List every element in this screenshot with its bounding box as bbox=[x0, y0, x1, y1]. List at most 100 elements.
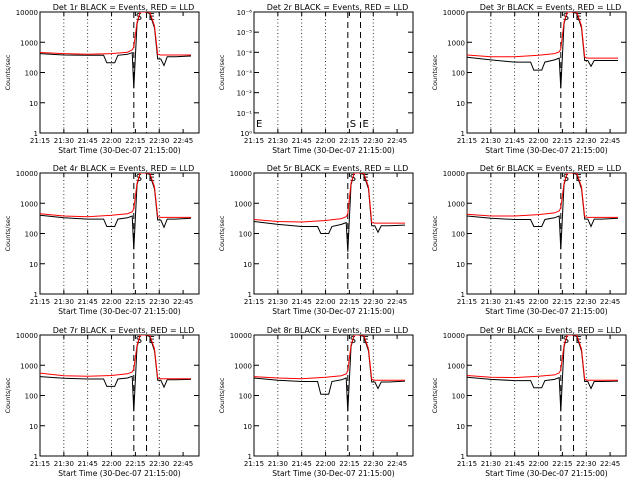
x-axis-label: Start Time (30-Dec-07 21:15:00) bbox=[485, 469, 607, 478]
y-axis-label: Counts/sec bbox=[218, 54, 226, 90]
y-tick-label: 10 bbox=[456, 100, 465, 108]
x-tick-label: 22:30 bbox=[149, 460, 169, 468]
panel-det-6r: Det 6r BLACK = Events, RED = LLD Counts/s… bbox=[431, 164, 627, 316]
series-line-events bbox=[40, 335, 192, 412]
y-tick-label: 10⁻⁴ bbox=[237, 49, 253, 57]
panel-title: Det 4r BLACK = Events, RED = LLD bbox=[53, 164, 195, 173]
y-tick-label: 10000 bbox=[230, 332, 252, 340]
series-line-events bbox=[467, 335, 619, 412]
x-tick-label: 22:15 bbox=[125, 460, 145, 468]
panel-det-5r: Det 5r BLACK = Events, RED = LLD Counts/s… bbox=[218, 164, 414, 316]
x-tick-label: 22:45 bbox=[387, 460, 407, 468]
x-axis-label: Start Time (30-Dec-07 21:15:00) bbox=[272, 307, 394, 316]
y-tick-label: 10000 bbox=[443, 170, 465, 178]
y-tick-label: 10⁰ bbox=[240, 130, 252, 138]
x-tick-label: 22:15 bbox=[125, 298, 145, 306]
x-tick-label: 21:30 bbox=[481, 137, 501, 145]
x-tick-label: 22:45 bbox=[387, 137, 407, 145]
x-tick-label: 22:00 bbox=[101, 460, 121, 468]
y-tick-label: 10⁻⁵ bbox=[237, 29, 253, 37]
panel-det-1r: Det 1r BLACK = Events, RED = LLD Counts/s… bbox=[4, 3, 200, 155]
y-tick-label: 100 bbox=[452, 231, 465, 239]
x-tick-label: 21:30 bbox=[54, 460, 74, 468]
y-tick-label: 10000 bbox=[16, 9, 38, 17]
panel-title: Det 6r BLACK = Events, RED = LLD bbox=[480, 164, 622, 173]
x-tick-label: 21:30 bbox=[481, 298, 501, 306]
y-tick-label: 1 bbox=[461, 291, 465, 299]
y-tick-label: 1000 bbox=[234, 362, 252, 370]
y-tick-label: 10000 bbox=[16, 170, 38, 178]
panel-title: Det 1r BLACK = Events, RED = LLD bbox=[53, 3, 195, 12]
y-tick-label: 100 bbox=[25, 70, 38, 78]
x-axis-label: Start Time (30-Dec-07 21:15:00) bbox=[272, 469, 394, 478]
y-tick-label: 10 bbox=[29, 100, 38, 108]
x-tick-label: 21:15 bbox=[30, 137, 50, 145]
x-tick-label: 22:00 bbox=[528, 298, 548, 306]
series-line-lld bbox=[467, 12, 618, 59]
x-tick-label: 21:30 bbox=[54, 137, 74, 145]
x-tick-label: 22:30 bbox=[576, 298, 596, 306]
series-line-events bbox=[40, 173, 192, 250]
x-tick-label: 22:15 bbox=[339, 137, 359, 145]
x-tick-label: 22:00 bbox=[528, 460, 548, 468]
x-axis-label: Start Time (30-Dec-07 21:15:00) bbox=[58, 307, 180, 316]
x-tick-label: 22:45 bbox=[173, 460, 193, 468]
series-line-events bbox=[467, 12, 618, 89]
series-line-lld bbox=[467, 335, 618, 381]
x-tick-label: 21:45 bbox=[505, 460, 525, 468]
y-tick-label: 1 bbox=[34, 130, 38, 138]
y-axis-label: Counts/sec bbox=[218, 377, 226, 413]
x-tick-label: 21:45 bbox=[78, 298, 98, 306]
x-tick-label: 22:30 bbox=[576, 137, 596, 145]
x-axis-label: Start Time (30-Dec-07 21:15:00) bbox=[485, 307, 607, 316]
y-tick-label: 100 bbox=[452, 70, 465, 78]
x-tick-label: 21:15 bbox=[244, 460, 264, 468]
start-marker-label: S bbox=[350, 119, 356, 130]
y-axis-label: Counts/sec bbox=[4, 54, 12, 90]
end-marker-label: E bbox=[363, 119, 369, 130]
y-axis-label: Counts/sec bbox=[431, 377, 439, 413]
panel-det-9r: Det 9r BLACK = Events, RED = LLD Counts/s… bbox=[431, 326, 627, 478]
y-tick-label: 1 bbox=[248, 291, 252, 299]
y-tick-label: 1 bbox=[248, 453, 252, 461]
x-tick-label: 21:15 bbox=[457, 137, 477, 145]
y-tick-label: 1000 bbox=[234, 200, 252, 208]
panel-title: Det 8r BLACK = Events, RED = LLD bbox=[267, 326, 409, 335]
panel-title: Det 2r BLACK = Events, RED = LLD bbox=[267, 3, 409, 12]
series-line-lld bbox=[40, 173, 191, 218]
series-line-lld bbox=[254, 173, 405, 224]
x-tick-label: 22:00 bbox=[101, 137, 121, 145]
series-line-lld bbox=[40, 335, 191, 380]
y-axis-label: Counts/sec bbox=[218, 215, 226, 251]
series-line-lld bbox=[467, 173, 618, 218]
x-tick-label: 22:30 bbox=[149, 137, 169, 145]
y-tick-label: 10 bbox=[243, 261, 252, 269]
y-axis-label: Counts/sec bbox=[4, 215, 12, 251]
x-tick-label: 22:00 bbox=[315, 460, 335, 468]
x-tick-label: 22:30 bbox=[363, 137, 383, 145]
y-tick-label: 10⁻⁶ bbox=[237, 9, 253, 17]
y-tick-label: 100 bbox=[452, 393, 465, 401]
x-axis-label: Start Time (30-Dec-07 21:15:00) bbox=[58, 469, 180, 478]
x-tick-label: 21:45 bbox=[292, 298, 312, 306]
panel-det-2r: Det 2r BLACK = Events, RED = LLD Counts/s… bbox=[218, 3, 414, 155]
y-tick-label: 10⁻³ bbox=[237, 70, 253, 78]
series-line-events bbox=[254, 335, 406, 412]
x-tick-label: 21:45 bbox=[292, 460, 312, 468]
y-axis-label: Counts/sec bbox=[431, 215, 439, 251]
x-tick-label: 21:45 bbox=[505, 137, 525, 145]
panel-det-7r: Det 7r BLACK = Events, RED = LLD Counts/s… bbox=[4, 326, 200, 478]
x-tick-label: 21:30 bbox=[268, 460, 288, 468]
panel-title: Det 9r BLACK = Events, RED = LLD bbox=[480, 326, 622, 335]
x-tick-label: 21:30 bbox=[54, 298, 74, 306]
x-tick-label: 21:45 bbox=[505, 298, 525, 306]
x-tick-label: 21:15 bbox=[30, 460, 50, 468]
x-tick-label: 22:15 bbox=[552, 298, 572, 306]
y-tick-label: 10⁻² bbox=[237, 90, 253, 98]
y-tick-label: 10 bbox=[456, 423, 465, 431]
x-tick-label: 22:15 bbox=[339, 298, 359, 306]
series-line-events bbox=[254, 173, 406, 252]
panel-det-3r: Det 3r BLACK = Events, RED = LLD Counts/s… bbox=[431, 3, 627, 155]
y-tick-label: 10000 bbox=[230, 170, 252, 178]
